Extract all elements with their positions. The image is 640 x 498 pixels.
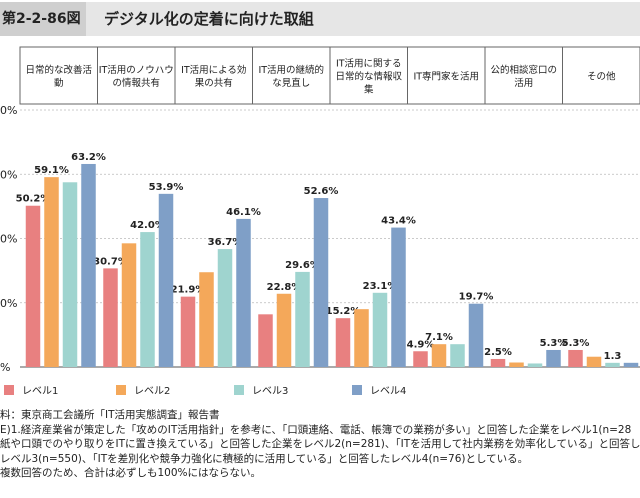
category-label: IT活用の継続的 bbox=[258, 64, 324, 76]
note-line-1: E)1.経済産業省が策定した「攻めのIT活用指針」を参考に、「口頭連絡、電話、帳… bbox=[0, 423, 632, 436]
category-label: 公的相談窓口の bbox=[490, 64, 557, 76]
data-label: 43.4% bbox=[381, 216, 416, 227]
bar bbox=[490, 358, 506, 367]
data-label: 36.7% bbox=[208, 237, 243, 248]
category-label: その他 bbox=[587, 71, 616, 83]
data-label: 22.8% bbox=[267, 282, 302, 293]
chart-legend: レベル1 レベル2 レベル3 レベル4 bbox=[0, 384, 640, 400]
bar bbox=[236, 218, 251, 367]
legend-label-level4: レベル4 bbox=[370, 386, 407, 397]
data-label: 5.3% bbox=[562, 338, 590, 349]
data-label: 46.1% bbox=[226, 207, 261, 218]
bar bbox=[81, 163, 96, 367]
data-label: 50.2% bbox=[16, 194, 51, 205]
bar bbox=[276, 293, 292, 367]
data-label: 52.6% bbox=[304, 186, 339, 197]
bar bbox=[295, 271, 310, 367]
y-tick-label: 0% bbox=[0, 233, 17, 246]
note-line-2: 紙や口頭でのやり取りをITに置き換えている」と回答した企業をレベル2(n=281… bbox=[0, 438, 640, 451]
legend-item-level3: レベル3 bbox=[234, 384, 288, 400]
bar bbox=[180, 296, 196, 367]
bar bbox=[217, 249, 233, 367]
category-label: 果の共有 bbox=[195, 77, 233, 89]
legend-item-level2: レベル2 bbox=[116, 384, 170, 400]
legend-item-level4: レベル4 bbox=[352, 384, 406, 400]
y-tick-label: % bbox=[0, 361, 10, 374]
bar bbox=[527, 363, 543, 367]
legend-label-level3: レベル3 bbox=[252, 386, 289, 397]
category-label: IT活用に関する bbox=[336, 58, 402, 70]
bar bbox=[258, 314, 273, 367]
legend-swatch-level2 bbox=[116, 385, 126, 395]
legend-swatch-level3 bbox=[234, 385, 244, 395]
legend-label-level1: レベル1 bbox=[22, 386, 59, 397]
bar bbox=[62, 182, 78, 367]
bar bbox=[568, 349, 583, 367]
data-label: 19.7% bbox=[459, 292, 494, 303]
bar bbox=[158, 193, 174, 367]
bar bbox=[509, 362, 524, 367]
bar bbox=[546, 349, 561, 367]
data-label: 15.2% bbox=[326, 306, 361, 317]
data-label: 5.3% bbox=[540, 338, 568, 349]
bar bbox=[450, 344, 465, 367]
bar bbox=[605, 362, 620, 367]
data-label: 23.1% bbox=[363, 281, 398, 292]
note-line-3: レベル3(n=550)、「ITを差別化や競争力強化に積極的に活用している」と回答… bbox=[0, 452, 529, 465]
data-label: 42.0% bbox=[130, 220, 165, 231]
data-label: 53.9% bbox=[149, 182, 184, 193]
bar bbox=[354, 309, 369, 367]
bar bbox=[335, 318, 351, 367]
category-label: 動 bbox=[54, 78, 64, 89]
bar bbox=[586, 356, 602, 367]
y-tick-label: 0% bbox=[0, 168, 17, 181]
bar bbox=[431, 344, 447, 367]
data-label: 7.1% bbox=[425, 332, 453, 343]
bar bbox=[103, 268, 118, 367]
category-label: 日常的な情報収 bbox=[335, 71, 402, 83]
data-label: 1.3 bbox=[604, 351, 622, 362]
category-label: IT専門家を活用 bbox=[413, 71, 479, 83]
legend-item-level1: レベル1 bbox=[4, 384, 58, 400]
bar bbox=[372, 292, 388, 367]
category-label: 集 bbox=[364, 84, 374, 96]
bar bbox=[413, 351, 428, 367]
bar bbox=[468, 303, 484, 367]
y-tick-label: 0% bbox=[0, 297, 17, 310]
category-label: IT活用による効 bbox=[181, 64, 246, 76]
bar bbox=[44, 177, 59, 367]
category-label: の情報共有 bbox=[112, 77, 160, 89]
legend-swatch-level1 bbox=[4, 385, 14, 395]
note-line-4: 複数回答のため、合計は必ずしも100%にはならない。 bbox=[0, 467, 262, 480]
legend-swatch-level4 bbox=[352, 385, 362, 395]
bar bbox=[623, 362, 639, 367]
category-label: な見直し bbox=[272, 77, 310, 89]
bar bbox=[140, 232, 155, 367]
data-label: 59.1% bbox=[34, 165, 69, 176]
note-source: 料：東京商工会議所「IT活用実態調査」報告書 bbox=[0, 409, 220, 421]
y-tick-label: 0% bbox=[0, 104, 17, 117]
figure-notes: 料：東京商工会議所「IT活用実態調査」報告書 E)1.経済産業省が策定した「攻め… bbox=[0, 408, 640, 481]
bar bbox=[199, 272, 214, 367]
category-label: 日常的な改善活 bbox=[25, 64, 92, 76]
figure-label: 第2-2-86図 bbox=[0, 2, 86, 36]
data-label: 2.5% bbox=[484, 347, 512, 358]
bar bbox=[25, 205, 41, 367]
data-label: 4.9% bbox=[407, 339, 435, 350]
category-label: 活用 bbox=[514, 77, 533, 89]
data-label: 63.2% bbox=[71, 152, 106, 163]
category-label: IT活用のノウハウ bbox=[99, 64, 174, 76]
bar bbox=[121, 243, 137, 367]
figure-header: 第2-2-86図 デジタル化の定着に向けた取組 bbox=[0, 2, 640, 36]
figure-title: デジタル化の定着に向けた取組 bbox=[104, 10, 314, 28]
bar bbox=[391, 227, 406, 367]
bar bbox=[313, 198, 329, 367]
data-label: 29.6% bbox=[285, 260, 320, 271]
data-label: 30.7% bbox=[93, 256, 128, 267]
data-label: 21.9% bbox=[171, 285, 206, 296]
legend-label-level2: レベル2 bbox=[134, 386, 171, 397]
